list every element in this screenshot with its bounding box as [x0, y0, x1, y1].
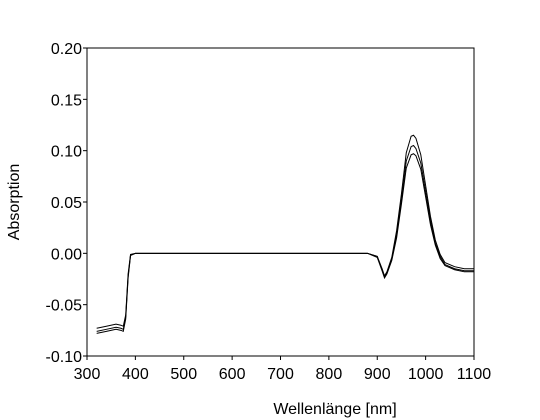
plot-frame — [86, 47, 475, 357]
y-tick-label: 0.20 — [51, 41, 82, 58]
x-tick-label: 1000 — [408, 366, 444, 383]
x-tick-label: 900 — [364, 366, 391, 383]
y-tick-label: 0.10 — [51, 144, 82, 161]
data-line — [96, 144, 474, 332]
x-tick-label: 400 — [122, 366, 149, 383]
x-tick-label: 300 — [74, 366, 101, 383]
y-tick-label: 0.05 — [51, 195, 82, 212]
x-tick-label: 800 — [316, 366, 343, 383]
x-tick-label: 1100 — [457, 366, 492, 383]
x-tick-label: 500 — [170, 366, 197, 383]
y-tick-label: 0.00 — [51, 246, 82, 263]
y-tick-label: 0.15 — [51, 92, 82, 109]
y-tick-label: -0.05 — [46, 298, 83, 315]
data-line — [96, 134, 474, 329]
y-axis-label: Absorption — [6, 164, 23, 241]
data-line — [96, 153, 474, 334]
y-tick-label: -0.10 — [46, 349, 83, 366]
x-tick-label: 600 — [219, 366, 246, 383]
x-tick-label: 700 — [267, 366, 294, 383]
x-axis-label: Wellenlänge [nm] — [273, 401, 396, 418]
